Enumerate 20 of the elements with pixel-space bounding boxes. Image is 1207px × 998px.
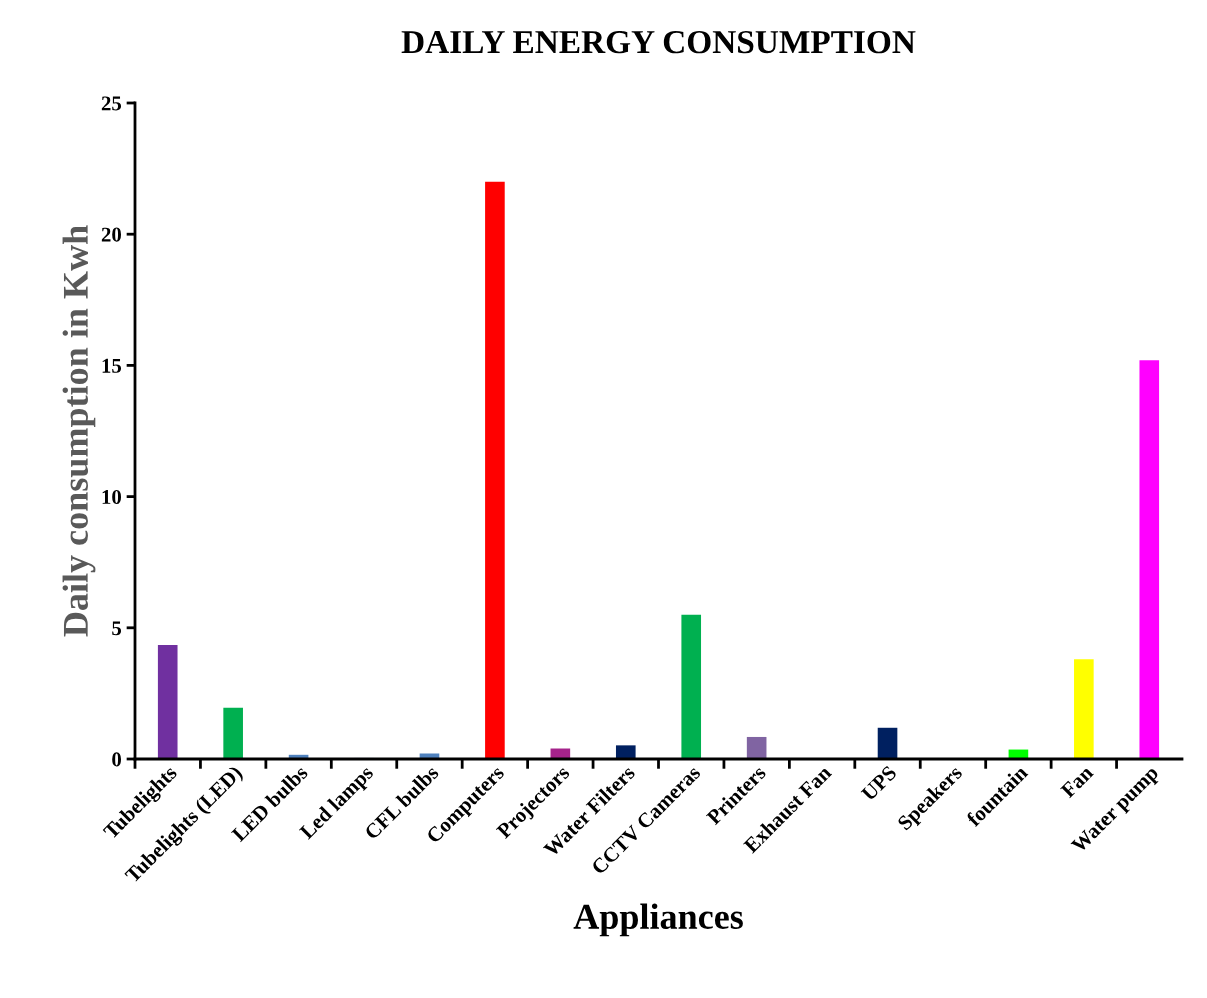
- bar: [746, 736, 767, 759]
- bar: [485, 181, 505, 759]
- bar: [157, 645, 178, 759]
- y-axis-title: Daily consumption in Kwh: [62, 225, 96, 637]
- x-tick-label: UPS: [860, 764, 898, 802]
- x-tick-label: Fan: [1060, 764, 1094, 799]
- y-tick-label: 25: [101, 96, 122, 111]
- bar: [681, 614, 702, 759]
- bar: [877, 727, 898, 759]
- y-tick-label: 15: [102, 358, 122, 373]
- y-tick-label: 20: [101, 227, 122, 242]
- bar: [615, 745, 636, 759]
- bar: [1139, 360, 1160, 759]
- y-tick-label: 10: [102, 489, 122, 505]
- bar: [1074, 659, 1094, 759]
- bar: [223, 707, 243, 759]
- x-axis-title: Appliances: [573, 903, 743, 937]
- y-tick-label: 5: [112, 621, 122, 636]
- chart-title: DAILY ENERGY CONSUMPTION: [401, 30, 916, 54]
- y-tick-label: 0: [112, 752, 122, 767]
